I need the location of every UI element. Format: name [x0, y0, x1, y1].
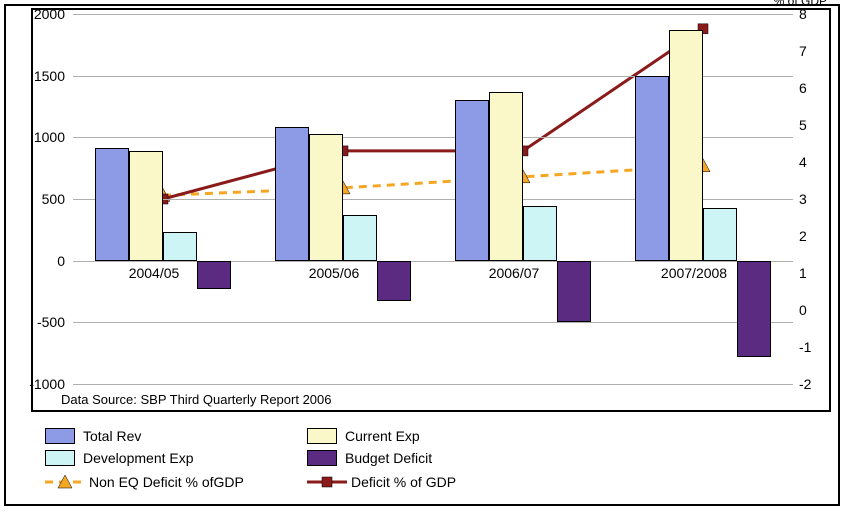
legend-label: Development Exp	[83, 450, 194, 466]
y-axis-right: -2-1012345678	[793, 10, 829, 388]
bar	[635, 76, 669, 261]
legend-item: Budget Deficit	[307, 450, 555, 466]
bar	[309, 134, 343, 261]
legend-item: Deficit % of GDP	[307, 472, 555, 492]
bar	[163, 232, 197, 260]
x-tick-label: 2004/05	[129, 265, 180, 281]
legend-item: Total Rev	[45, 428, 293, 444]
y-tick-left: 2000	[34, 6, 65, 22]
x-tick-label: 2006/07	[489, 265, 540, 281]
legend-label: Budget Deficit	[345, 450, 432, 466]
y-axis-left: -1000-5000500100015002000	[33, 10, 71, 388]
bar	[95, 148, 129, 260]
y-tick-left: 1500	[34, 68, 65, 84]
y-tick-left: 0	[57, 253, 65, 269]
legend-swatch	[307, 428, 337, 444]
y-tick-right: 3	[799, 191, 807, 207]
y-tick-right: 2	[799, 228, 807, 244]
legend: Total Rev Current Exp Development Exp Budge…	[35, 422, 832, 502]
legend-label: Deficit % of GDP	[351, 474, 456, 490]
bar	[523, 206, 557, 260]
x-axis-labels: 2004/05 2005/06 2006/07 2007/2008	[73, 265, 793, 285]
legend-swatch	[307, 450, 337, 466]
y-tick-left: 1000	[34, 129, 65, 145]
chart-frame: % of GDP -1000-5000500100015002000 -2-10…	[4, 4, 840, 506]
bar	[489, 92, 523, 261]
legend-line-swatch	[45, 472, 85, 492]
y-tick-right: 6	[799, 80, 807, 96]
x-tick-label: 2005/06	[309, 265, 360, 281]
bar	[129, 151, 163, 261]
y-tick-right: 7	[799, 43, 807, 59]
legend-swatch	[45, 450, 75, 466]
legend-label: Non EQ Deficit % ofGDP	[89, 474, 244, 490]
y-tick-right: 4	[799, 154, 807, 170]
y-tick-right: 5	[799, 117, 807, 133]
x-tick-label: 2007/2008	[661, 265, 727, 281]
bar	[455, 100, 489, 260]
y-tick-left: 500	[42, 191, 65, 207]
bar	[703, 208, 737, 261]
plot-area	[73, 14, 793, 384]
bar	[669, 30, 703, 261]
y-tick-right: -1	[799, 339, 811, 355]
y-tick-right: 8	[799, 6, 807, 22]
bar	[343, 215, 377, 261]
legend-item: Development Exp	[45, 450, 293, 466]
legend-item: Non EQ Deficit % ofGDP	[45, 472, 293, 492]
legend-label: Current Exp	[345, 428, 420, 444]
y-tick-left: -500	[37, 314, 65, 330]
y-tick-right: 0	[799, 302, 807, 318]
y-tick-right: -2	[799, 376, 811, 392]
source-text: Data Source: SBP Third Quarterly Report …	[61, 392, 332, 407]
bar	[275, 127, 309, 260]
legend-item: Current Exp	[307, 428, 555, 444]
y-tick-left: -1000	[29, 376, 65, 392]
chart-area: % of GDP -1000-5000500100015002000 -2-10…	[31, 8, 831, 412]
legend-line-swatch	[307, 472, 347, 492]
y-tick-right: 1	[799, 265, 807, 281]
legend-swatch	[45, 428, 75, 444]
legend-label: Total Rev	[83, 428, 141, 444]
